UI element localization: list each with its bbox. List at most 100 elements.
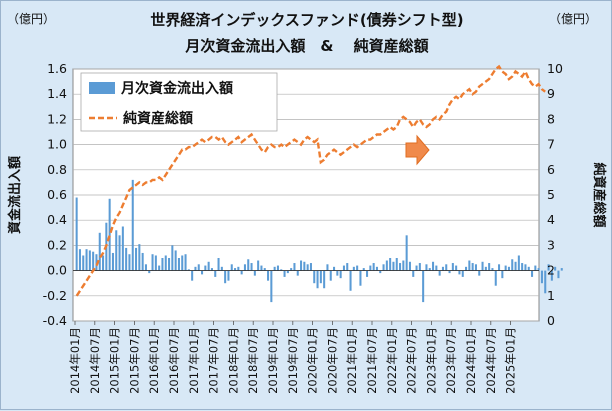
flow-bar (121, 226, 124, 271)
x-tick-label: 2015年07月 (127, 327, 141, 394)
flow-bar (379, 270, 382, 274)
flow-bar (554, 266, 557, 271)
flow-bar (349, 270, 352, 291)
x-tick-label: 2024年07月 (484, 327, 498, 394)
x-tick-label: 2020年07月 (325, 327, 339, 394)
flow-bar (527, 266, 530, 271)
flow-bar (550, 270, 553, 281)
flow-bar (465, 266, 468, 271)
flow-bar (392, 261, 395, 271)
flow-bar (491, 268, 494, 271)
chart-title-line2: 月次資金流出入額 & 純資産総額 (184, 37, 428, 55)
flow-bar (88, 250, 91, 271)
flow-bar (474, 264, 477, 271)
flow-bar (303, 261, 306, 271)
flow-bar (448, 270, 451, 274)
left-axis-ticks: 1.6 1.4 1.2 1.0 0.8 0.6 0.4 0.2 0.0 -0.2 -0.4 (43, 61, 67, 328)
flow-bar (191, 270, 194, 281)
flow-bar (267, 270, 270, 281)
flow-bar (108, 198, 111, 271)
left-tick-label: 1.2 (47, 111, 67, 126)
flow-bar (263, 268, 266, 271)
flow-bar (201, 270, 204, 275)
flow-bar (359, 270, 362, 286)
x-tick-label: 2019年07月 (286, 327, 300, 394)
flow-bar (138, 244, 141, 271)
flow-bar (375, 266, 378, 271)
left-axis-unit: （億円） (7, 12, 55, 26)
orange-arrow-icon (405, 134, 430, 166)
flow-bar (184, 254, 187, 271)
flow-bar (369, 265, 372, 271)
right-tick-label: 8 (547, 111, 555, 126)
flow-bar (296, 270, 299, 276)
flow-bar (385, 260, 388, 271)
left-axis-label: 資金流出入額 (7, 156, 23, 234)
left-tick-label: -0.2 (43, 288, 67, 303)
flow-bar (504, 265, 507, 271)
flow-bar (498, 264, 501, 271)
flow-bar (115, 230, 118, 271)
flow-bar (187, 269, 190, 271)
flow-bar (154, 255, 157, 271)
flow-bar (257, 260, 260, 271)
flow-bar (270, 270, 273, 303)
left-tick-label: 1.4 (47, 86, 67, 101)
right-tick-label: 4 (547, 212, 555, 227)
flow-bar (111, 252, 114, 271)
flow-bar (131, 179, 134, 271)
flow-bar (534, 265, 537, 271)
flow-bar (217, 258, 220, 271)
flow-bar (425, 264, 428, 271)
flow-bar (484, 266, 487, 271)
flow-bar (362, 268, 365, 271)
flow-bar (283, 270, 286, 277)
flow-bar (458, 270, 461, 275)
flow-bar (531, 270, 534, 277)
flow-bar (204, 265, 207, 271)
flow-bar (521, 263, 524, 271)
flow-bar (560, 268, 563, 271)
flow-bar (313, 270, 316, 284)
x-tick-label: 2016年07月 (167, 327, 181, 394)
left-tick-label: 1.6 (47, 61, 67, 76)
flow-bar (75, 197, 78, 271)
flow-bar (339, 270, 342, 279)
flow-bar (366, 270, 369, 277)
flow-bar (514, 261, 517, 271)
x-tick-label: 2018年07月 (246, 327, 260, 394)
flow-bar (544, 270, 547, 294)
flow-bar (227, 270, 230, 281)
x-tick-label: 2021年01月 (345, 327, 359, 394)
left-tick-label: 0.2 (47, 237, 67, 252)
flow-bar (329, 270, 332, 281)
flow-bar (399, 263, 402, 271)
flow-bar (309, 263, 312, 271)
flow-bar (356, 265, 359, 271)
flow-bar (92, 251, 95, 271)
x-tick-label: 2022年01月 (385, 327, 399, 394)
legend-bar-swatch (89, 82, 115, 94)
flow-bar (319, 270, 322, 284)
right-axis-label: 純資産総額 (591, 162, 607, 227)
flow-bar (372, 263, 375, 271)
left-tick-label: 0.4 (47, 212, 67, 227)
legend: 月次資金流出入額 純資産総額 (80, 72, 278, 132)
flow-bar (537, 268, 540, 271)
flow-bar (408, 261, 411, 271)
flow-bar (395, 258, 398, 271)
x-tick-label: 2025年01月 (504, 327, 518, 394)
flow-bar (540, 270, 543, 284)
flow-bar (402, 260, 405, 271)
flow-bar (237, 266, 240, 271)
x-tick-label: 2016年01月 (147, 327, 161, 394)
flow-bar (280, 269, 283, 271)
flow-bar (144, 264, 147, 271)
left-tick-label: 0.8 (47, 162, 67, 177)
left-tick-label: 0.0 (47, 263, 67, 278)
flow-bar (240, 270, 243, 275)
flow-bar (273, 266, 276, 271)
x-tick-label: 2023年01月 (424, 327, 438, 394)
right-tick-label: 2 (547, 263, 555, 278)
